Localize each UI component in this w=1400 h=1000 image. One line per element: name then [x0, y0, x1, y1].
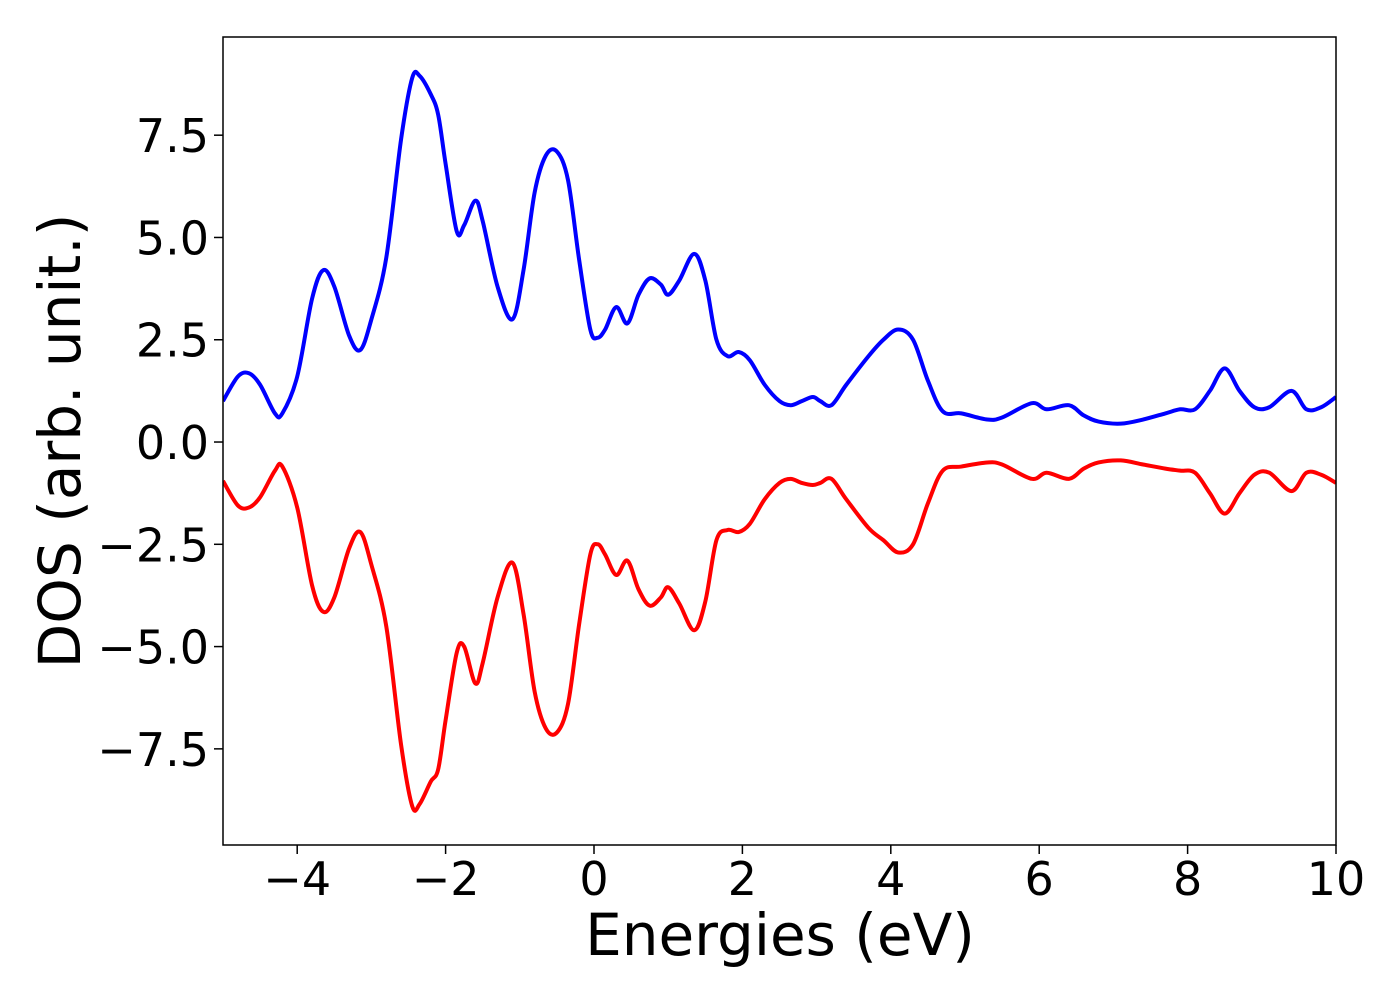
y-tick-label: −2.5: [97, 518, 209, 572]
x-tick-label: 2: [728, 852, 757, 906]
y-tick-label: 2.5: [136, 314, 209, 368]
y-tick-label: 7.5: [136, 109, 209, 163]
y-tick-label: 0.0: [136, 416, 209, 470]
y-tick-label: −7.5: [97, 723, 209, 777]
x-tick-label: −2: [412, 852, 480, 906]
x-tick-label: 4: [876, 852, 905, 906]
data-line: [223, 69, 1336, 426]
y-axis-label: DOS (arb. unit.): [26, 214, 94, 669]
data-line: [223, 458, 1336, 813]
y-tick-label: −5.0: [97, 621, 209, 675]
plot-frame: [222, 36, 1337, 846]
x-tick-label: 0: [579, 852, 608, 906]
x-axis-label: Energies (eV): [585, 901, 975, 969]
x-tick-label: 8: [1173, 852, 1202, 906]
x-tick-label: 6: [1025, 852, 1054, 906]
x-tick-label: −4: [263, 852, 331, 906]
y-tick-label: 5.0: [136, 211, 209, 265]
x-tick-label: 10: [1307, 852, 1366, 906]
